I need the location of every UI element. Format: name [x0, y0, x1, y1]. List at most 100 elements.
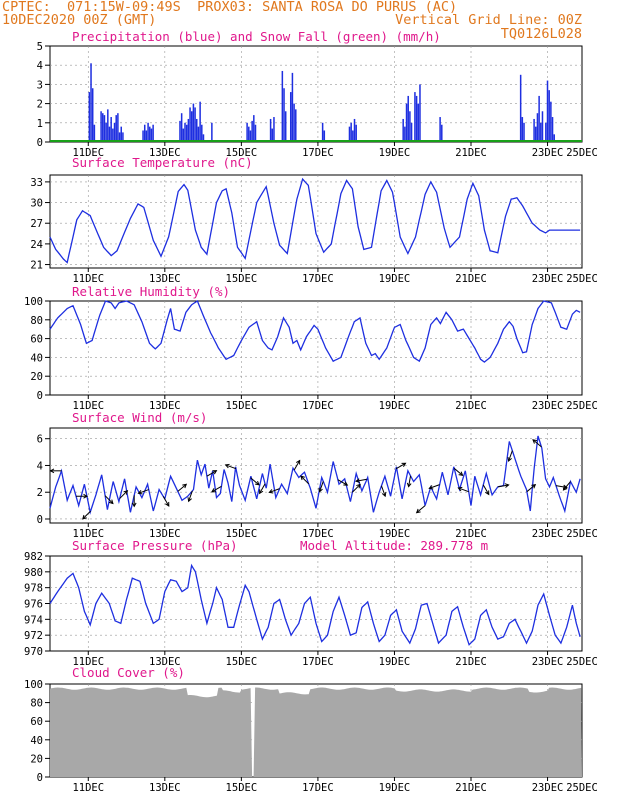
precip-bar [273, 117, 275, 142]
header-run-date: 10DEC2020 00Z (GMT) [2, 12, 157, 28]
wind-vector [380, 485, 386, 497]
wind-vector [104, 495, 114, 504]
wind-arrowhead [300, 475, 305, 481]
y-tick-label: 970 [24, 646, 43, 658]
precip-bar [180, 113, 183, 142]
y-tick-label: 60 [30, 334, 43, 346]
y-tick-label: 2 [37, 99, 43, 111]
precip-bar [521, 117, 524, 142]
precip-bar [541, 111, 544, 142]
precip-bar [546, 80, 549, 142]
precip-bar [295, 109, 297, 142]
precip-bar [355, 124, 357, 142]
precip-bar [410, 122, 413, 142]
precip-bar [91, 88, 94, 142]
x-tick-label: 21DEC [455, 528, 487, 540]
wind-arrowhead [224, 463, 230, 469]
wind-arrowhead [318, 487, 323, 493]
x-tick-label: 25DEC [566, 656, 598, 668]
x-tick-label: 25DEC [566, 147, 598, 159]
precip-bar [113, 122, 116, 142]
x-tick-label: 23DEC [532, 147, 564, 159]
x-tick-label: 11DEC [72, 528, 104, 540]
wind-vector [319, 481, 324, 492]
precip-bar [190, 111, 193, 142]
wind-arrowhead [254, 480, 260, 486]
precip-bar [415, 95, 418, 142]
precip-bar [536, 113, 539, 142]
series-line [49, 435, 581, 515]
cloud-area [50, 687, 582, 777]
wind-vector [225, 464, 237, 470]
wind-vector [429, 484, 440, 489]
precip-bar [291, 72, 294, 142]
wind-vector [395, 462, 406, 470]
precip-bar [271, 128, 274, 142]
x-tick-label: 19DEC [379, 147, 411, 159]
wind-arrowhead [458, 471, 464, 477]
precip-bar [404, 126, 406, 142]
wind-arrowhead [82, 514, 87, 520]
y-tick-label: 60 [30, 716, 43, 728]
y-tick-label: 33 [30, 177, 43, 189]
x-tick-label: 21DEC [455, 273, 487, 285]
precip-bar [553, 134, 555, 142]
precip-bar [533, 118, 535, 142]
wind-arrowhead [182, 483, 188, 489]
y-tick-label: 24 [30, 239, 43, 251]
precip-bar [350, 122, 352, 142]
precip-bar [115, 115, 117, 142]
wind-arrowhead [504, 483, 510, 488]
wind-vector [138, 489, 149, 494]
y-tick-label: 3 [37, 79, 43, 91]
precip-bar [152, 124, 154, 142]
y-tick-label: 2 [37, 487, 43, 499]
x-tick-label: 17DEC [302, 656, 334, 668]
precip-bar [535, 126, 537, 142]
y-tick-label: 21 [30, 260, 43, 272]
y-tick-label: 4 [37, 460, 43, 472]
precip-bar [194, 107, 196, 142]
wind-arrowhead [187, 497, 192, 503]
wind-vector [355, 478, 367, 482]
precip-bar [407, 95, 409, 142]
precip-bar [550, 101, 552, 142]
y-tick-label: 982 [24, 551, 43, 563]
precip-bar [321, 122, 324, 142]
precip-bar [108, 126, 111, 142]
wind-vector [453, 467, 463, 476]
panel-frame [49, 300, 583, 396]
wind-arrowhead [355, 478, 361, 483]
x-tick-label: 13DEC [149, 656, 181, 668]
x-tick-label: 19DEC [379, 528, 411, 540]
panel-subtitle: Model Altitude: 289.778 m [300, 538, 488, 553]
precip-bar [102, 113, 104, 142]
wind-arrowhead [211, 488, 216, 493]
wind-arrowhead [83, 493, 89, 499]
precip-bar [289, 92, 292, 142]
x-tick-label: 13DEC [149, 147, 181, 159]
x-tick-label: 17DEC [302, 782, 334, 794]
wind-vector [269, 488, 280, 493]
series-line [49, 563, 581, 646]
wind-arrowhead [457, 486, 463, 492]
x-tick-label: 11DEC [72, 782, 104, 794]
panel-5 [45, 683, 583, 781]
wind-arrowhead [356, 483, 361, 489]
y-tick-label: 20 [30, 371, 43, 383]
precip-bar [93, 124, 96, 142]
x-tick-label: 17DEC [302, 400, 334, 412]
x-tick-label: 23DEC [532, 400, 564, 412]
wind-vector [188, 490, 193, 502]
precip-bar [254, 124, 257, 142]
x-tick-label: 15DEC [226, 656, 258, 668]
panel-1 [45, 174, 583, 272]
y-tick-label: 0 [37, 137, 43, 149]
precip-bar [439, 117, 441, 142]
precip-bar [284, 111, 287, 142]
x-tick-label: 25DEC [566, 782, 598, 794]
x-tick-label: 17DEC [302, 147, 334, 159]
precip-bar [88, 92, 91, 142]
y-tick-label: 40 [30, 352, 43, 364]
